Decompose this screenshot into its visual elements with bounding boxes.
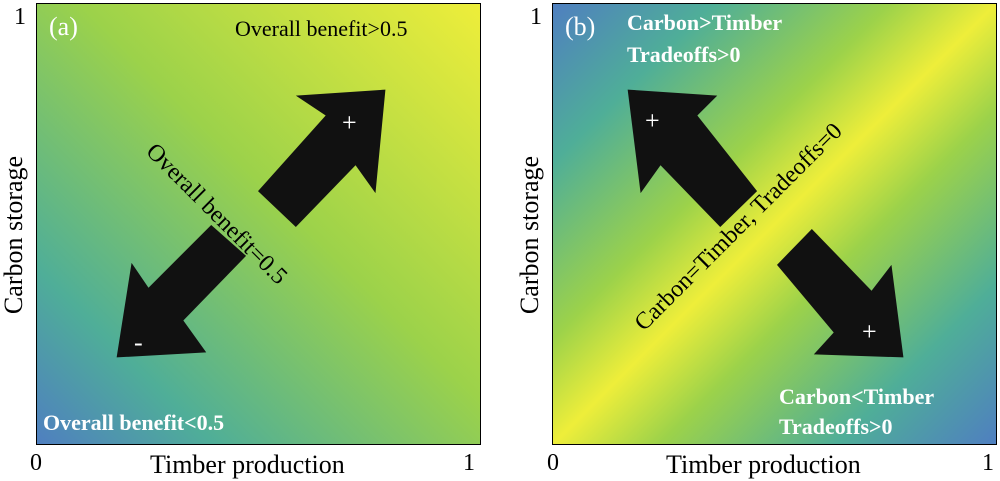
x-axis-label-a: Timber production — [150, 450, 345, 479]
panel-b: (b) Carbon>Timber Tradeoffs>0 Carbon<Tim… — [552, 3, 997, 445]
minus-sign-a: - — [134, 328, 143, 357]
x-tick-min-a: 0 — [30, 450, 42, 476]
arrow-down-right-b — [776, 228, 904, 358]
plus-sign-b-lower: + — [862, 317, 877, 346]
top-left-text-b-line2: Tradeoffs>0 — [627, 42, 741, 67]
panel-b-arrows — [627, 89, 904, 358]
y-axis-label-b: Carbon storage — [515, 155, 544, 315]
bottom-right-text-b-line2: Tradeoffs>0 — [779, 414, 893, 439]
x-axis-label-b: Timber production — [666, 450, 861, 479]
panel-a-background — [37, 4, 480, 444]
plus-sign-b-upper: + — [645, 106, 660, 135]
bottom-left-text-a: Overall benefit<0.5 — [43, 410, 225, 435]
panel-a-arrows — [116, 89, 386, 358]
top-left-text-b-line1: Carbon>Timber — [627, 10, 783, 35]
panel-b-background — [553, 4, 996, 444]
y-tick-max-a: 1 — [14, 4, 26, 30]
y-axis-label-a: Carbon storage — [0, 155, 28, 315]
arrow-down-left-a — [116, 224, 247, 358]
x-tick-min-b: 0 — [547, 450, 559, 476]
panel-label-b: (b) — [565, 12, 596, 41]
plus-sign-a: + — [342, 108, 357, 137]
x-tick-max-b: 1 — [982, 450, 994, 476]
top-right-text-a: Overall benefit>0.5 — [235, 16, 408, 41]
panel-label-a: (a) — [49, 12, 78, 41]
x-tick-max-a: 1 — [463, 450, 475, 476]
arrow-up-right-a — [258, 89, 386, 227]
panel-a: (a) Overall benefit>0.5 Overall benefit<… — [36, 3, 481, 445]
arrow-up-left-b — [627, 89, 758, 227]
bottom-right-text-b-line1: Carbon<Timber — [779, 384, 935, 409]
y-tick-max-b: 1 — [530, 4, 542, 30]
